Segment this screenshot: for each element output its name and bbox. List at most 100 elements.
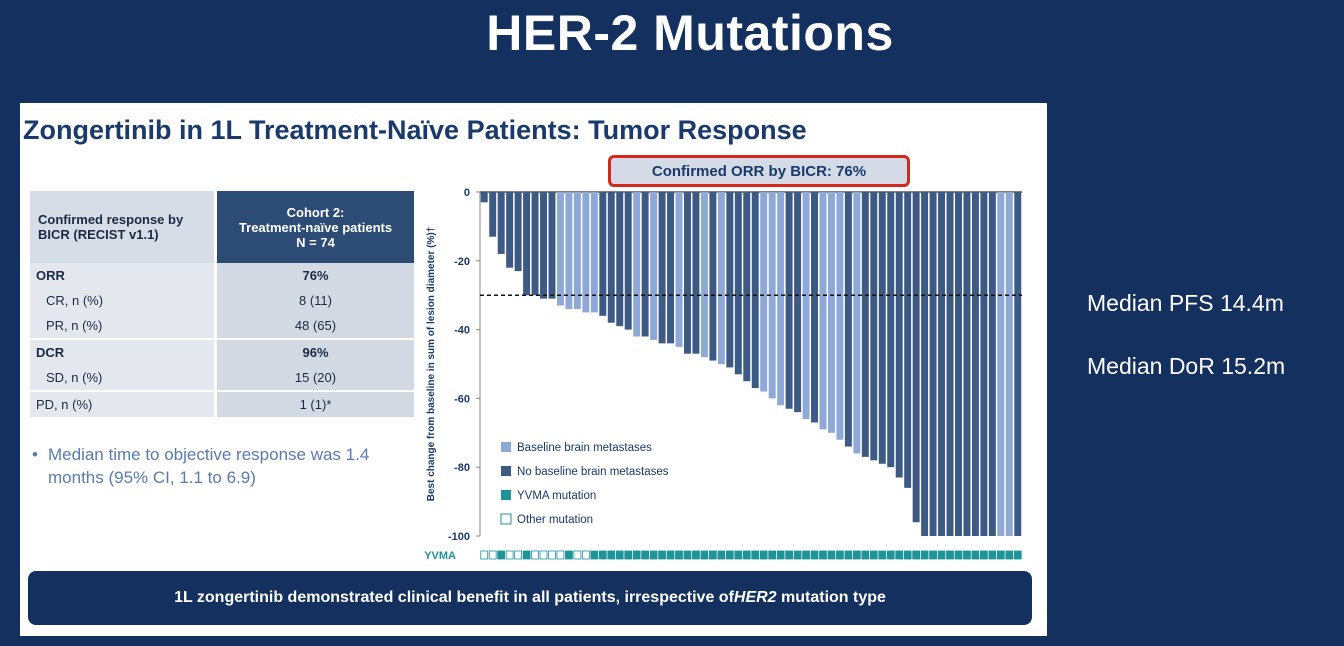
waterfall-bar [794,192,802,413]
mutation-cell [539,550,548,560]
mutation-cell [869,550,878,560]
waterfall-bar [963,192,971,536]
table-row: PD, n (%) 1 (1)* [30,390,414,417]
mutation-cell [683,550,692,560]
mutation-cell [929,550,937,560]
waterfall-bar [726,192,734,368]
waterfall-bar [624,192,632,330]
waterfall-bar [556,192,564,306]
row-label: DCR [30,338,214,365]
row-value: 1 (1)* [214,390,414,417]
mutation-cell [903,550,912,560]
mutation-cell [759,550,768,560]
mutation-cell [692,550,700,560]
waterfall-bar [938,192,946,536]
slide: Zongertinib in 1L Treatment-Naïve Patien… [20,103,1047,636]
waterfall-bar [785,192,793,409]
mutation-cell [717,550,726,560]
mutation-cell [497,550,506,560]
waterfall-bar [980,192,988,536]
mutation-cell [844,550,853,560]
waterfall-bar [633,192,641,337]
mutation-cell [836,550,844,560]
waterfall-bar [929,192,937,536]
mutation-cell [895,550,904,560]
waterfall-bar [523,192,531,296]
mutation-cell [531,550,539,560]
waterfall-bar [870,192,878,461]
median-dor: Median DoR 15.2m [1087,353,1286,379]
table-row: ORR 76% [30,263,414,288]
waterfall-bar [565,192,573,309]
mutation-cell [827,550,836,560]
conclusion-banner: 1L zongertinib demonstrated clinical ben… [28,571,1032,625]
waterfall-bar [616,192,624,327]
mutation-cell [709,550,717,560]
mutation-cell [615,550,624,560]
mutation-cell [556,550,565,560]
waterfall-bar [650,192,658,340]
mutation-cell [675,550,683,560]
table-row: DCR 96% [30,338,414,365]
table-row: CR, n (%) 8 (11) [30,288,414,313]
waterfall-bar [709,192,717,361]
mutation-cell [522,550,531,560]
mutation-cell [641,550,650,560]
table-row: PR, n (%) 48 (65) [30,313,414,338]
y-tick-label: 0 [464,187,470,199]
mutation-cell [598,550,607,560]
waterfall-bar [1014,192,1022,536]
cohort-line2: Treatment-naïve patients [238,219,393,235]
mutation-cell [725,550,734,560]
mutation-cell [861,550,870,560]
banner-text-before: 1L zongertinib demonstrated clinical ben… [174,589,734,606]
mutation-cell [810,550,819,560]
waterfall-bar [768,192,776,399]
row-label: PD, n (%) [30,390,214,417]
legend-swatch [501,442,511,452]
mutation-cell [996,550,1005,560]
bullet-text: Median time to objective response was 1.… [48,445,370,487]
row-label: SD, n (%) [30,365,214,390]
legend-label: Other mutation [517,514,593,526]
y-tick-label: -80 [454,462,470,474]
waterfall-bar [971,192,979,536]
waterfall-bar [819,192,827,430]
waterfall-bar [734,192,742,375]
waterfall-bar [912,192,920,523]
legend-swatch [500,513,512,525]
mutation-cell [912,550,921,560]
row-label: ORR [30,263,214,288]
waterfall-bar [607,192,615,323]
mutation-cell [988,550,997,560]
mutation-cell [776,550,785,560]
mutation-cell [700,550,709,560]
row-value: 8 (11) [214,288,414,313]
waterfall-bar [853,192,861,454]
row-value: 15 (20) [214,365,414,390]
mutation-cell [607,550,616,560]
mutation-cell [658,550,666,560]
table-row: SD, n (%) 15 (20) [30,365,414,390]
waterfall-bar [667,192,675,344]
mutation-cell [1005,550,1014,560]
waterfall-bar [921,192,929,536]
cohort-line3: N = 74 [296,234,335,250]
mutation-cell [565,550,573,560]
mutation-cell [954,550,963,560]
row-value: 76% [214,263,414,288]
waterfall-bar [480,192,488,203]
waterfall-bar [684,192,691,354]
waterfall-bar [760,192,768,392]
waterfall-bar [692,192,700,354]
waterfall-bar [802,192,810,420]
waterfall-bar [946,192,954,536]
waterfall-bar [836,192,844,440]
mutation-cell [742,550,751,560]
mutation-cell [819,550,827,560]
mutation-cell [920,550,929,560]
legend-label: No baseline brain metastases [517,466,669,478]
mutation-cell [751,550,760,560]
mutation-cell [971,550,980,560]
waterfall-bar [675,192,683,347]
